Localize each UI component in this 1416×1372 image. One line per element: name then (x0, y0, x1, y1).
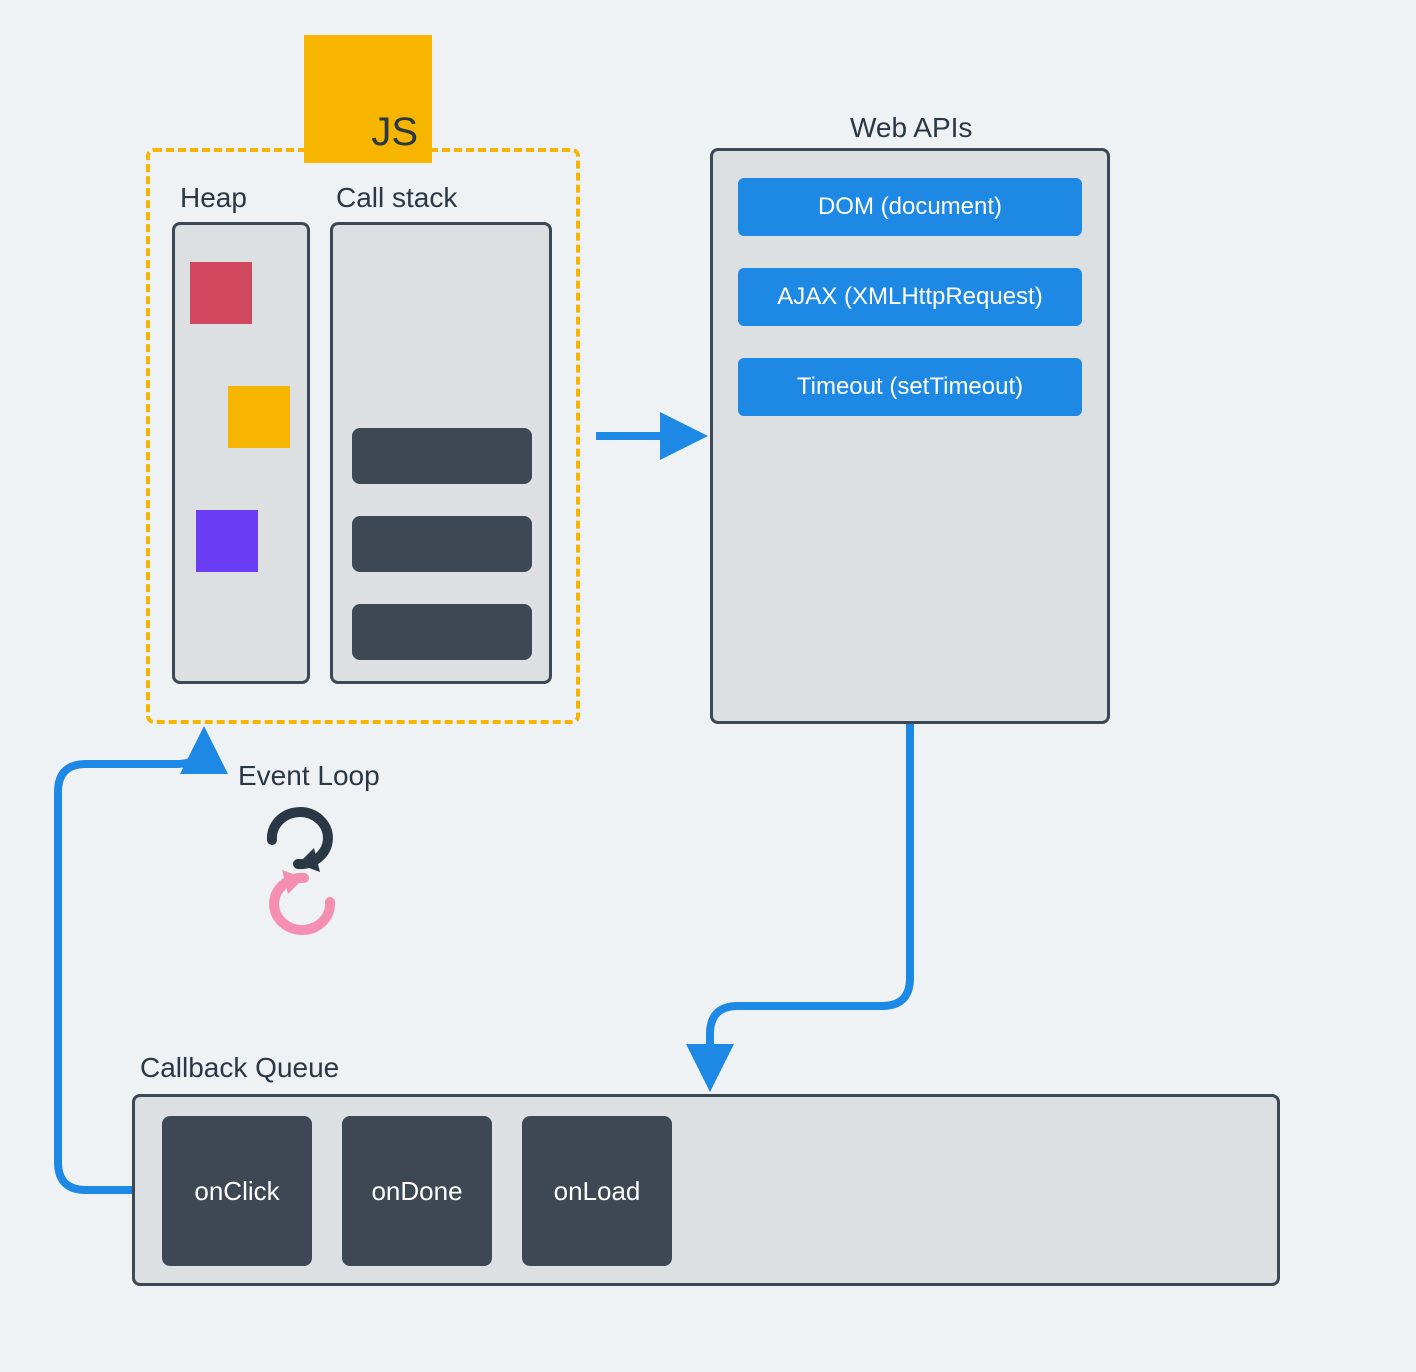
stack-frame-1 (352, 516, 532, 572)
callback-box-1: onDone (342, 1116, 492, 1266)
web-apis-title: Web APIs (850, 112, 972, 144)
stack-frame-2 (352, 604, 532, 660)
api-pill-0-label: DOM (document) (818, 193, 1002, 221)
callback-box-0-label: onClick (194, 1176, 279, 1207)
js-badge: JS (304, 35, 432, 163)
api-pill-2: Timeout (setTimeout) (738, 358, 1082, 416)
api-pill-0: DOM (document) (738, 178, 1082, 236)
heap-block-1 (228, 386, 290, 448)
event-loop-title: Event Loop (238, 760, 380, 792)
heap-block-0 (190, 262, 252, 324)
call-stack-title: Call stack (336, 182, 457, 214)
api-pill-1: AJAX (XMLHttpRequest) (738, 268, 1082, 326)
api-pill-2-label: Timeout (setTimeout) (797, 373, 1023, 401)
callback-box-1-label: onDone (371, 1176, 462, 1207)
api-pill-1-label: AJAX (XMLHttpRequest) (777, 283, 1042, 311)
callback-queue-title: Callback Queue (140, 1052, 339, 1084)
heap-title: Heap (180, 182, 247, 214)
heap-block-2 (196, 510, 258, 572)
stack-frame-0 (352, 428, 532, 484)
callback-box-2-label: onLoad (554, 1176, 641, 1207)
event-loop-icon (252, 806, 352, 941)
callback-box-2: onLoad (522, 1116, 672, 1266)
callback-box-0: onClick (162, 1116, 312, 1266)
